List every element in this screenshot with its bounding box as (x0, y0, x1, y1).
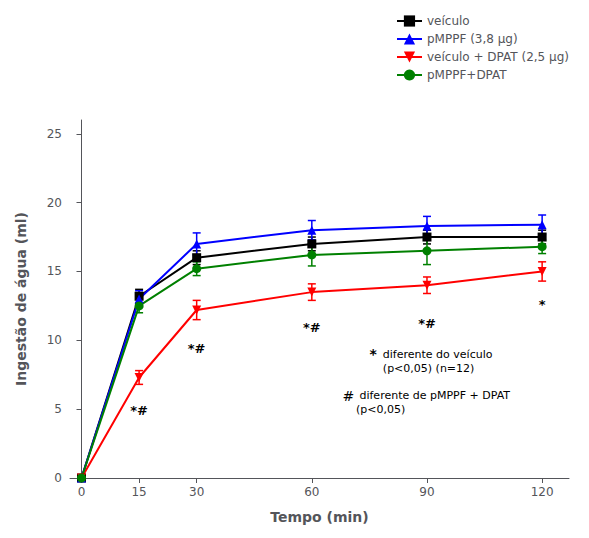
svg-text:(p<0,05) (n=12): (p<0,05) (n=12) (383, 362, 475, 375)
svg-text:30: 30 (189, 485, 204, 499)
svg-text:120: 120 (531, 485, 554, 499)
svg-text:20: 20 (47, 196, 62, 210)
svg-text:*#: *# (188, 341, 206, 356)
svg-text:0: 0 (78, 485, 86, 499)
svg-text:60: 60 (304, 485, 319, 499)
svg-text:*#: *# (418, 316, 436, 331)
svg-text:*#: *# (130, 403, 148, 418)
svg-text:#: # (343, 388, 355, 404)
svg-text:15: 15 (47, 264, 62, 278)
svg-text:pMPPF+DPAT: pMPPF+DPAT (427, 68, 507, 82)
svg-text:90: 90 (419, 485, 434, 499)
svg-text:*: * (369, 346, 377, 362)
svg-text:15: 15 (131, 485, 146, 499)
svg-text:veículo: veículo (427, 14, 470, 28)
svg-text:25: 25 (47, 127, 62, 141)
svg-text:Ingestão de água (ml): Ingestão de água (ml) (13, 212, 29, 386)
svg-text:*#: *# (303, 320, 321, 335)
svg-text:diferente de pMPPF + DPAT: diferente de pMPPF + DPAT (356, 389, 510, 402)
svg-text:5: 5 (54, 402, 62, 416)
svg-text:0: 0 (54, 471, 62, 485)
svg-text:10: 10 (47, 333, 62, 347)
svg-text:diferente do veículo: diferente do veículo (383, 348, 493, 361)
svg-text:(p<0,05): (p<0,05) (356, 403, 405, 416)
svg-text:pMPPF (3,8 μg): pMPPF (3,8 μg) (427, 32, 518, 46)
svg-text:veículo + DPAT (2,5 μg): veículo + DPAT (2,5 μg) (427, 50, 569, 64)
svg-text:Tempo (min): Tempo (min) (270, 509, 368, 525)
svg-text:*: * (539, 297, 546, 312)
